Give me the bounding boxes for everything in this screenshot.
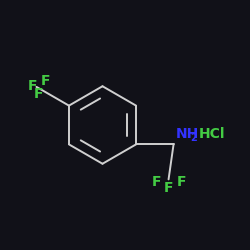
Text: 2: 2 <box>190 134 197 143</box>
Text: F: F <box>151 175 161 189</box>
Text: F: F <box>40 74 50 88</box>
Text: F: F <box>176 175 186 189</box>
Text: HCl: HCl <box>198 128 225 141</box>
Text: F: F <box>164 181 173 195</box>
Text: NH: NH <box>176 128 199 141</box>
Text: F: F <box>34 88 44 102</box>
Text: F: F <box>28 78 38 92</box>
